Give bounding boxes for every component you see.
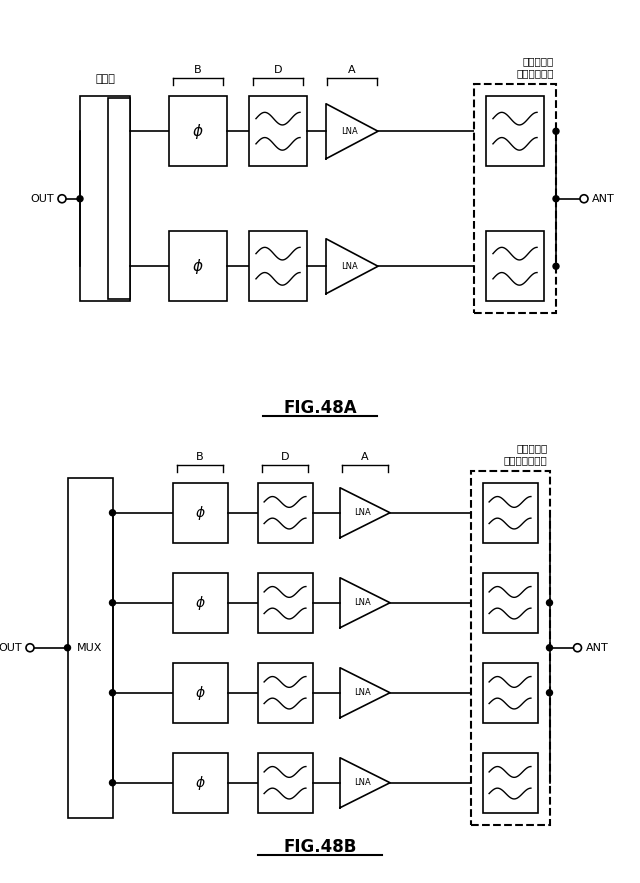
Text: B: B (196, 452, 204, 462)
Circle shape (109, 690, 115, 696)
Text: $\phi$: $\phi$ (195, 774, 205, 792)
Text: $\phi$: $\phi$ (192, 122, 204, 140)
Text: LNA: LNA (341, 261, 358, 271)
Circle shape (547, 690, 552, 696)
Circle shape (65, 645, 70, 651)
Bar (80, 96, 130, 301)
Text: A: A (348, 65, 356, 75)
Circle shape (553, 128, 559, 134)
Bar (173, 483, 227, 543)
Circle shape (58, 195, 66, 203)
Bar (257, 752, 312, 812)
Circle shape (547, 600, 552, 606)
Text: LNA: LNA (354, 599, 371, 608)
Bar (173, 752, 227, 812)
Text: LNA: LNA (354, 778, 371, 788)
Text: 結合器: 結合器 (95, 74, 115, 84)
Bar (169, 231, 227, 301)
Bar (67, 478, 113, 818)
Text: OUT: OUT (30, 193, 54, 204)
Text: フィルタ／
ダイプレクサ: フィルタ／ ダイプレクサ (516, 57, 554, 79)
Text: D: D (274, 65, 282, 75)
Text: $\phi$: $\phi$ (195, 593, 205, 612)
Bar (486, 96, 544, 166)
Bar (257, 663, 312, 723)
Text: $\phi$: $\phi$ (195, 683, 205, 702)
Text: ANT: ANT (592, 193, 615, 204)
Bar (483, 663, 538, 723)
Circle shape (109, 780, 115, 786)
Circle shape (26, 644, 34, 652)
Circle shape (553, 196, 559, 201)
Bar (257, 483, 312, 543)
Bar (173, 663, 227, 723)
Bar (108, 98, 130, 299)
Text: B: B (194, 65, 202, 75)
Text: フィルタ／
マルチプレクサ: フィルタ／ マルチプレクサ (504, 443, 547, 464)
Text: $\phi$: $\phi$ (192, 257, 204, 275)
Bar (257, 573, 312, 633)
Circle shape (580, 195, 588, 203)
Text: LNA: LNA (354, 688, 371, 698)
Bar (474, 84, 556, 313)
Bar (486, 231, 544, 301)
Circle shape (109, 509, 115, 516)
Circle shape (547, 645, 552, 651)
Text: ANT: ANT (586, 643, 608, 653)
Bar (483, 483, 538, 543)
Text: A: A (361, 452, 369, 462)
Circle shape (77, 196, 83, 201)
Bar (173, 573, 227, 633)
Text: FIG.48B: FIG.48B (284, 838, 356, 856)
Bar (483, 573, 538, 633)
Text: MUX: MUX (77, 643, 102, 653)
Circle shape (573, 644, 582, 652)
Text: LNA: LNA (354, 509, 371, 517)
Bar (470, 471, 550, 825)
Circle shape (109, 600, 115, 606)
Bar (169, 96, 227, 166)
Bar (249, 231, 307, 301)
Circle shape (553, 263, 559, 269)
Text: OUT: OUT (0, 643, 22, 653)
Text: LNA: LNA (341, 127, 358, 136)
Bar (249, 96, 307, 166)
Text: D: D (281, 452, 289, 462)
Text: FIG.48A: FIG.48A (283, 399, 357, 418)
Text: $\phi$: $\phi$ (195, 503, 205, 522)
Bar (483, 752, 538, 812)
